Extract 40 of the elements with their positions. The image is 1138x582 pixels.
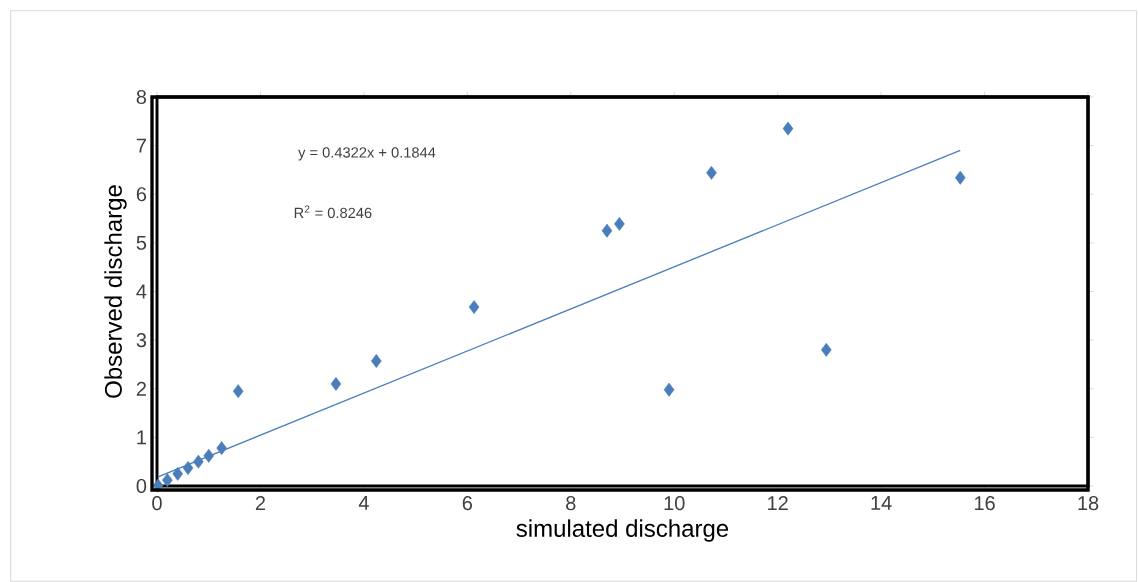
point xyxy=(663,382,675,397)
point xyxy=(216,441,227,456)
x-tick-label: 12 xyxy=(768,496,788,511)
x-tick-label: 0 xyxy=(152,496,162,511)
x-tick-label: 8 xyxy=(566,496,576,511)
x-axis-title: simulated discharge xyxy=(516,519,729,542)
x-tick-label: 18 xyxy=(1078,496,1099,511)
y-tick-label: 8 xyxy=(136,89,147,105)
annotation: R$^{2}$ = 0.8246 xyxy=(294,205,372,219)
point xyxy=(821,342,832,357)
y-tick-label: 6 xyxy=(136,187,147,202)
y-tick-label: 0 xyxy=(136,478,147,494)
y-tick-label: 1 xyxy=(137,430,146,445)
y-tick-label: 7 xyxy=(136,138,146,153)
point xyxy=(182,461,194,475)
point xyxy=(614,216,625,231)
point xyxy=(330,376,342,391)
point xyxy=(162,473,173,488)
x-tick-label: 6 xyxy=(462,496,473,511)
point xyxy=(232,384,244,399)
x-tick-label: 16 xyxy=(974,496,995,511)
point xyxy=(371,354,382,368)
x-tick-label: 14 xyxy=(871,496,892,510)
point xyxy=(782,121,794,136)
x-tick-label: 2 xyxy=(255,496,266,511)
point xyxy=(172,466,183,481)
point xyxy=(203,448,214,463)
point xyxy=(706,165,717,180)
annotation: y = 0.4322x + 0.1844 xyxy=(298,147,436,161)
point xyxy=(954,170,966,185)
x-tick-label: 10 xyxy=(664,496,685,511)
point xyxy=(601,223,613,238)
point xyxy=(468,300,480,314)
y-axis-title: Observed discharge xyxy=(104,185,127,398)
y-tick-label: 5 xyxy=(136,235,147,250)
y-tick-label: 2 xyxy=(136,381,146,396)
y-tick-label: 3 xyxy=(136,333,147,348)
y-tick-label: 4 xyxy=(136,284,147,299)
point xyxy=(193,454,204,469)
x-tick-label: 4 xyxy=(358,496,369,510)
